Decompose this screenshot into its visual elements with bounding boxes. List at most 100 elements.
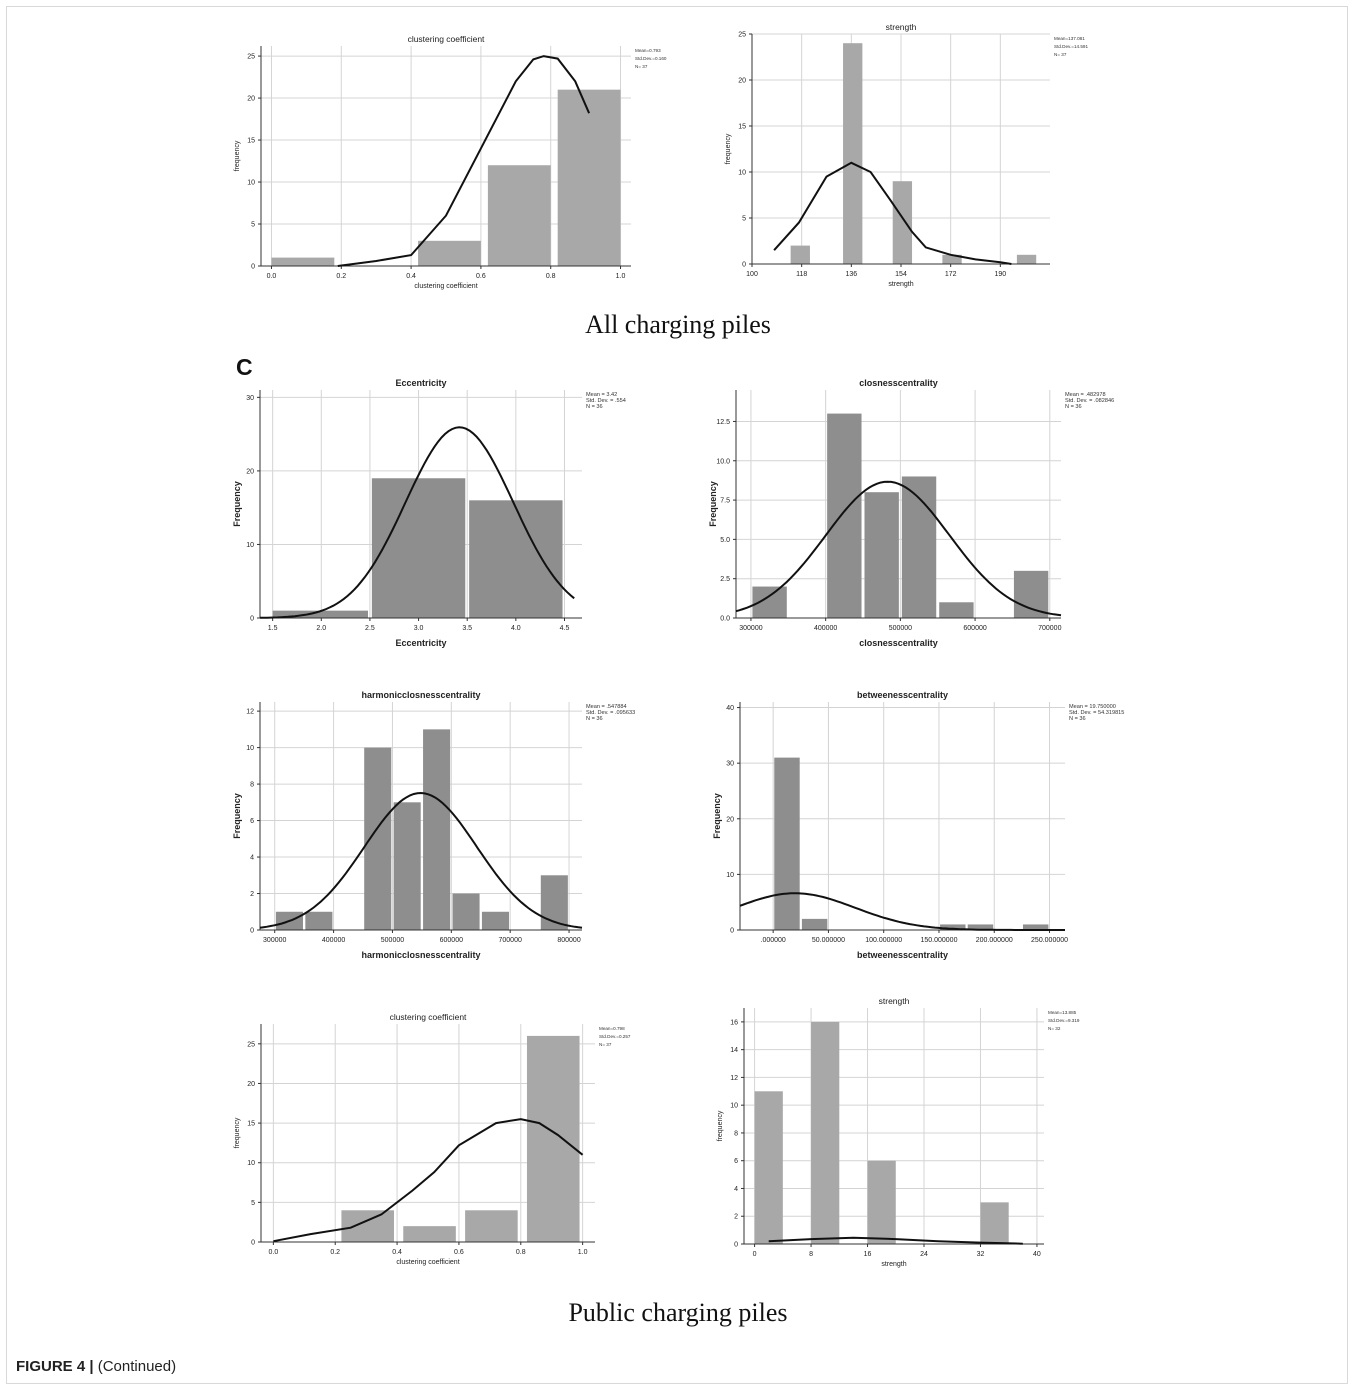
stats-text: Std. Dev. = .082846 [1065,398,1114,404]
x-tick-label: 3.5 [462,625,472,632]
figure-caption: FIGURE 4 | (Continued) [16,1358,176,1375]
y-tick-label: 12 [730,1075,738,1082]
y-tick-label: 15 [247,1121,255,1128]
stats-text: Mean=137.081 [1054,36,1085,41]
stats-text: Mean=0.793 [635,48,661,53]
y-tick-label: 0 [734,1242,738,1249]
histogram-bar [1016,254,1037,264]
x-tick-label: 3.0 [414,625,424,632]
y-tick-label: 25 [738,32,746,39]
x-axis-label: clustering coefficient [396,1259,459,1266]
stats-text: Std. Dev. = .095633 [586,710,635,716]
x-tick-label: 100.000000 [865,937,902,944]
y-tick-label: 20 [247,1081,255,1088]
x-tick-label: 200.000000 [976,937,1013,944]
y-tick-label: 0 [250,928,254,935]
x-tick-label: 1.5 [268,625,278,632]
y-tick-label: 6 [250,818,254,825]
chart-all-clustering-coefficient: 0.0 0.2 0.4 0.6 0.8 1.0 0 5 10 15 20 25 clustering c… [234,34,667,290]
caption-prefix: FIGURE 4 | [16,1358,94,1375]
histogram-bar [272,610,368,618]
x-axis-label: Eccentricity [395,638,446,648]
histogram-bar [774,757,800,930]
y-tick-label: 30 [246,395,254,402]
histogram-bar [790,245,810,264]
histogram-bar [811,1021,840,1244]
y-axis-label: Frequency [708,481,718,527]
y-tick-label: 5 [251,222,255,229]
x-tick-label: 40 [1033,1251,1041,1258]
y-tick-label: 5 [742,216,746,223]
x-tick-label: .000000 [761,937,786,944]
x-tick-label: 0.2 [330,1249,340,1256]
histogram-bar [940,924,966,930]
histogram-bar [843,43,863,265]
x-tick-label: 32 [977,1251,985,1258]
stats-text: N= 37 [1054,52,1067,57]
stats-text: Std. Dev. = .554 [586,398,626,404]
x-tick-label: 0.0 [269,1249,279,1256]
chart-public-clustering-coefficient: 0.0 0.2 0.4 0.6 0.8 1.0 0 5 10 15 20 25 clustering c… [234,1012,631,1266]
x-tick-label: 172 [945,271,957,278]
y-tick-label: 40 [726,705,734,712]
chart-title: clustering coefficient [390,1012,467,1022]
chart-public-strength: 0 8 16 24 32 400246810121416strengthstrengthf… [717,996,1080,1268]
histogram-bar [1022,924,1049,930]
chart-title: strength [886,22,917,32]
x-tick-label: 16 [864,1251,872,1258]
y-axis-label: frequency [717,1110,724,1141]
stats-text: Std.Dev.=0.160 [635,56,667,61]
y-tick-label: 5.0 [720,537,730,544]
y-tick-label: 2 [250,891,254,898]
y-tick-label: 5 [251,1200,255,1207]
stats-text: Mean = 19.750000 [1069,704,1116,710]
chart-eccentricity: 1.5 2.0 2.5 3.0 3.5 4.0 4.5 0 10 20 30 Eccentricity… [232,378,626,648]
y-axis-label: Frequency [232,481,242,527]
y-tick-label: 10 [730,1103,738,1110]
x-axis-label: strength [881,1261,906,1268]
y-tick-label: 10 [247,1160,255,1167]
histogram-bar [423,729,451,930]
x-tick-label: 500000 [889,625,912,632]
y-tick-label: 7.5 [720,498,730,505]
chart-title: betweenesscentrality [857,690,948,700]
chart-title: clustering coefficient [408,34,485,44]
x-tick-label: 8 [809,1251,813,1258]
x-axis-label: strength [888,281,913,288]
x-tick-label: 0.6 [454,1249,464,1256]
chart-title: strength [879,996,910,1006]
stats-text: Mean=13.885 [1048,1010,1077,1015]
stats-text: Std.Dev.=0.257 [599,1034,631,1039]
stats-text: N= 37 [635,64,648,69]
y-axis-label: frequency [725,133,732,164]
caption-text: (Continued) [97,1358,177,1375]
chart-title: closnesscentrality [859,378,938,388]
x-tick-label: 2.0 [316,625,326,632]
histogram-bar [967,924,994,930]
histogram-bar [393,802,421,930]
y-tick-label: 8 [734,1130,738,1137]
x-axis-label: closnesscentrality [859,638,938,648]
histogram-bar [754,1091,783,1244]
x-tick-label: 700000 [499,937,522,944]
y-tick-label: 15 [738,124,746,131]
histogram-bar [418,240,481,266]
x-axis-label: harmonicclosnesscentrality [361,950,480,960]
histogram-bar [1013,570,1049,618]
y-tick-label: 10 [246,542,254,549]
stats-text: Std. Dev. = 54.319815 [1069,710,1124,716]
histogram-bar [864,492,899,618]
y-tick-label: 30 [726,761,734,768]
stats-text: N = 36 [586,716,603,722]
normal-curve [259,791,583,929]
x-tick-label: 0 [753,1251,757,1258]
histogram-bar [939,602,974,618]
figure-frame [6,6,1348,1384]
x-tick-label: 50.000000 [812,937,845,944]
panel-label: C [236,354,253,380]
chart-all-strength: 100 118 136 154 172 190 0 5 10 15 20 25 strength stre… [725,22,1088,288]
normal-curve [739,892,1065,931]
y-axis-label: frequency [234,1117,241,1148]
stats-text: Mean = .547884 [586,704,627,710]
section-title-public: Public charging piles [568,1298,788,1327]
